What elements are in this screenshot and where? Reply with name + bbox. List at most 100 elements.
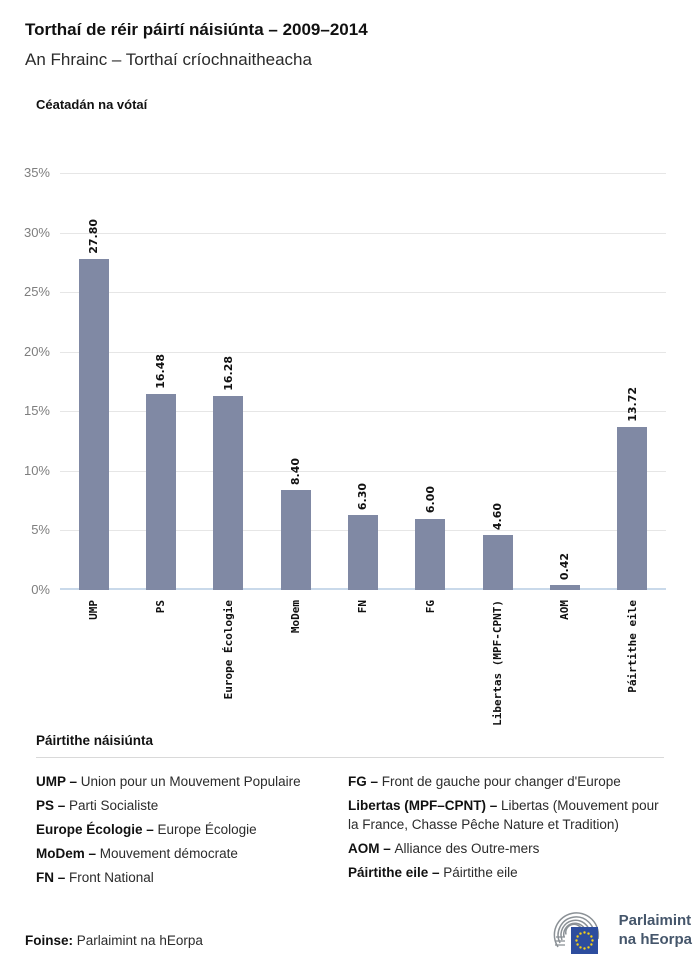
x-axis-label: UMP <box>87 600 101 620</box>
legend-entry-name: Front National <box>69 870 154 885</box>
legend-divider <box>36 757 664 758</box>
hemicycle-icon <box>553 912 599 954</box>
x-label-slot: PS <box>127 600 194 730</box>
legend-entry: FN – Front National <box>36 868 336 887</box>
legend-entry-abbr: FG – <box>348 774 382 789</box>
y-tick-label: 20% <box>23 343 50 359</box>
y-tick-label: 10% <box>23 462 50 478</box>
bar-slot: 4.60 <box>464 173 531 590</box>
bar <box>78 258 109 590</box>
legend-entry: PS – Parti Socialiste <box>36 796 336 815</box>
x-label-slot: FG <box>397 600 464 730</box>
gridline <box>60 470 666 472</box>
x-axis-label: Páirtithe eile <box>625 600 639 693</box>
legend-entry: Libertas (MPF–CPNT) – Libertas (Mouvemen… <box>348 796 664 834</box>
x-axis-label: FG <box>423 600 437 614</box>
legend-entry-name: Páirtithe eile <box>443 865 518 880</box>
legend-title: Páirtithe náisiúnta <box>36 733 154 748</box>
bar-value-label: 27.80 <box>87 219 101 254</box>
bar-value-label: 16.28 <box>221 356 235 392</box>
x-axis-label: MoDem <box>289 600 303 634</box>
legend-entry-abbr: Libertas (MPF–CPNT) – <box>348 798 502 813</box>
legend-entry: Páirtithe eile – Páirtithe eile <box>348 863 664 882</box>
gridline <box>60 351 666 353</box>
gridline <box>60 232 666 234</box>
x-label-slot: MoDem <box>262 600 329 730</box>
legend-entry-name: Alliance des Outre-mers <box>394 841 540 856</box>
x-axis-labels: UMP PS Europe Écologie MoDem FN FG Libertas (M… <box>60 600 666 730</box>
legend-entry-name: Front de gauche pour changer d'Europe <box>381 774 621 789</box>
bar-slot: 16.48 <box>127 173 194 590</box>
legend-entry-abbr: UMP – <box>36 774 81 789</box>
x-label-slot: AOM <box>531 600 598 730</box>
y-axis-title: Céatadán na vótaí <box>36 97 148 112</box>
y-axis-tick-labels: 0% 5% 10% 15% 20% 25% 30% 35% <box>0 165 50 597</box>
x-label-slot: UMP <box>60 600 127 730</box>
x-axis-label: AOM <box>558 600 572 620</box>
bar-value-label: 16.48 <box>154 353 168 389</box>
x-axis-label: FN <box>356 600 370 614</box>
legend-column-left: UMP – Union pour un Mouvement Populaire P… <box>36 772 348 892</box>
legend-entry-name: Parti Socialiste <box>69 798 159 813</box>
legend-column-right: FG – Front de gauche pour changer d'Euro… <box>348 772 664 892</box>
legend-entry: FG – Front de gauche pour changer d'Euro… <box>348 772 664 791</box>
gridline <box>60 292 666 294</box>
ep-logo-line1: Parlaimint <box>618 912 692 929</box>
y-tick-label: 0% <box>31 582 50 597</box>
bar <box>145 393 176 590</box>
gridline <box>60 411 666 413</box>
ep-logo-text: Parlaimint na hEorpa <box>619 911 692 949</box>
bar <box>213 396 244 590</box>
bar <box>415 518 446 590</box>
bar-chart-plot-area: 27.80 16.48 16.28 8.40 6.30 6.00 4.60 0.42 13.72 <box>60 173 666 590</box>
bar-slot: 27.80 <box>60 173 127 590</box>
bar-slot: 16.28 <box>195 173 262 590</box>
party-legend: Páirtithe náisiúnta UMP – Union pour un … <box>36 733 664 892</box>
bar-value-label: 6.30 <box>356 482 370 510</box>
bar-value-label: 4.60 <box>491 503 505 531</box>
page-title: Torthaí de réir páirtí náisiúnta – 2009–… <box>25 20 368 39</box>
bar <box>280 489 311 590</box>
bar-value-label: 8.40 <box>289 457 303 485</box>
bar <box>617 426 648 590</box>
legend-entry-abbr: AOM – <box>348 841 395 856</box>
source-line: Foinse: Parlaimint na hEorpa <box>25 933 203 948</box>
legend-entry: UMP – Union pour un Mouvement Populaire <box>36 772 336 791</box>
bar-slot: 0.42 <box>531 173 598 590</box>
legend-entry-name: Libertas (Mouvement pour la France, Chas… <box>348 798 659 832</box>
legend-entry-abbr: Páirtithe eile – <box>348 865 444 880</box>
x-label-slot: Libertas (MPF-CPNT) <box>464 600 531 730</box>
eu-flag <box>570 927 598 954</box>
european-parliament-logo: Parlaimint na hEorpa <box>546 903 692 957</box>
legend-columns: UMP – Union pour un Mouvement Populaire P… <box>36 772 664 892</box>
bar <box>549 585 580 590</box>
x-label-slot: Páirtithe eile <box>599 600 666 730</box>
bar-value-label: 13.72 <box>625 386 639 422</box>
x-axis-label: PS <box>154 600 168 614</box>
legend-entry: MoDem – Mouvement démocrate <box>36 844 336 863</box>
y-tick-label: 30% <box>23 224 50 240</box>
eu-flag-stars <box>574 931 594 950</box>
bar-value-label: 0.42 <box>558 552 572 580</box>
x-label-slot: Europe Écologie <box>195 600 262 730</box>
bar-slot: 8.40 <box>262 173 329 590</box>
bar-value-label: 6.00 <box>423 486 437 514</box>
bars-container: 27.80 16.48 16.28 8.40 6.30 6.00 4.60 0.42 13.72 <box>60 173 666 590</box>
legend-entry-name: Europe Écologie <box>157 822 257 837</box>
y-tick-label: 5% <box>31 522 50 538</box>
source-value: Parlaimint na hEorpa <box>76 933 203 948</box>
x-axis-label: Libertas (MPF-CPNT) <box>491 600 505 726</box>
legend-entry-abbr: FN – <box>36 870 70 885</box>
y-tick-label: 25% <box>23 284 50 300</box>
legend-entry: AOM – Alliance des Outre-mers <box>348 839 664 858</box>
x-label-slot: FN <box>329 600 396 730</box>
gridline <box>60 173 666 174</box>
x-axis-label: Europe Écologie <box>221 600 235 700</box>
bar-slot: 6.00 <box>397 173 464 590</box>
ep-logo-line2: na hEorpa <box>618 931 692 948</box>
legend-entry-abbr: PS – <box>36 798 70 813</box>
bar <box>482 535 513 590</box>
legend-entry-abbr: Europe Écologie – <box>36 822 158 837</box>
bar-slot: 13.72 <box>599 173 666 590</box>
page-subtitle: An Fhrainc – Torthaí críochnaitheacha <box>25 50 312 69</box>
